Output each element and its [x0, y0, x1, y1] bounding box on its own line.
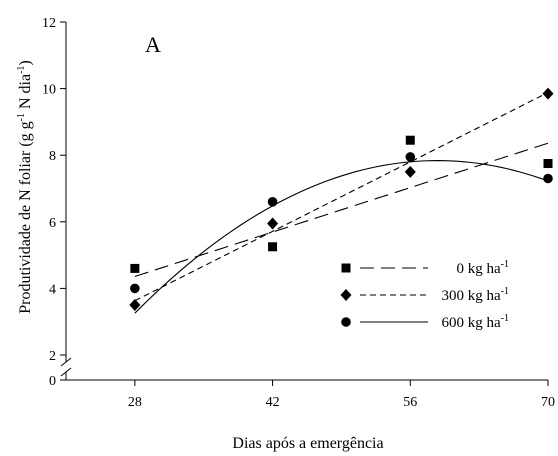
- legend: 0 kg ha-1 300 kg ha-1 600 kg ha-1: [340, 259, 509, 331]
- x-axis-title: Dias após a emergência: [232, 435, 383, 452]
- data-point: [267, 217, 279, 230]
- legend-marker: [341, 263, 351, 273]
- data-point: [130, 263, 140, 273]
- panel-label: A: [145, 32, 161, 57]
- y-tick-label: 0: [49, 374, 56, 389]
- data-point: [543, 173, 553, 184]
- series-fit-line: [134, 160, 549, 314]
- y-tick-label: 4: [49, 282, 56, 297]
- legend-label: 300 kg ha-1: [441, 286, 509, 304]
- legend-label: 0 kg ha-1: [456, 259, 509, 277]
- x-tick-label: 70: [541, 395, 555, 410]
- data-point: [267, 197, 278, 207]
- series-2: [129, 87, 554, 312]
- data-point: [404, 165, 416, 178]
- data-point: [129, 299, 141, 312]
- series-fit-line: [134, 92, 549, 302]
- y-tick-label: 10: [42, 83, 56, 98]
- legend-marker: [340, 289, 352, 301]
- legend-entry-1: 0 kg ha-1: [341, 259, 509, 277]
- y-tick-label: 8: [49, 149, 56, 164]
- y-tick-label: 12: [42, 16, 56, 31]
- series-fit-line: [134, 142, 549, 277]
- data-point: [543, 159, 553, 169]
- x-tick-label: 42: [266, 395, 280, 410]
- data-point: [405, 152, 416, 162]
- legend-label: 600 kg ha-1: [441, 313, 509, 331]
- y-axis-title: Produtividade de N foliar (g g-1 N dia-1…: [16, 60, 34, 314]
- x-tick-label: 28: [128, 395, 142, 410]
- legend-entry-2: 300 kg ha-1: [340, 286, 509, 304]
- y-tick-label: 2: [49, 349, 56, 364]
- series-1: [130, 135, 553, 277]
- axes: 0 2 4 6 8 10 12 28 42 56 70: [42, 16, 555, 410]
- y-axis-break-mark: [60, 367, 72, 377]
- data-point: [268, 242, 278, 252]
- y-tick-label: 6: [49, 216, 56, 231]
- data-point: [130, 283, 140, 294]
- series-group: [129, 87, 554, 314]
- data-point: [405, 135, 415, 145]
- data-point: [542, 87, 554, 100]
- y-axis-break-mark: [60, 357, 72, 367]
- series-3: [130, 152, 553, 314]
- legend-marker: [341, 317, 351, 327]
- legend-entry-3: 600 kg ha-1: [341, 313, 509, 331]
- x-tick-label: 56: [403, 395, 417, 410]
